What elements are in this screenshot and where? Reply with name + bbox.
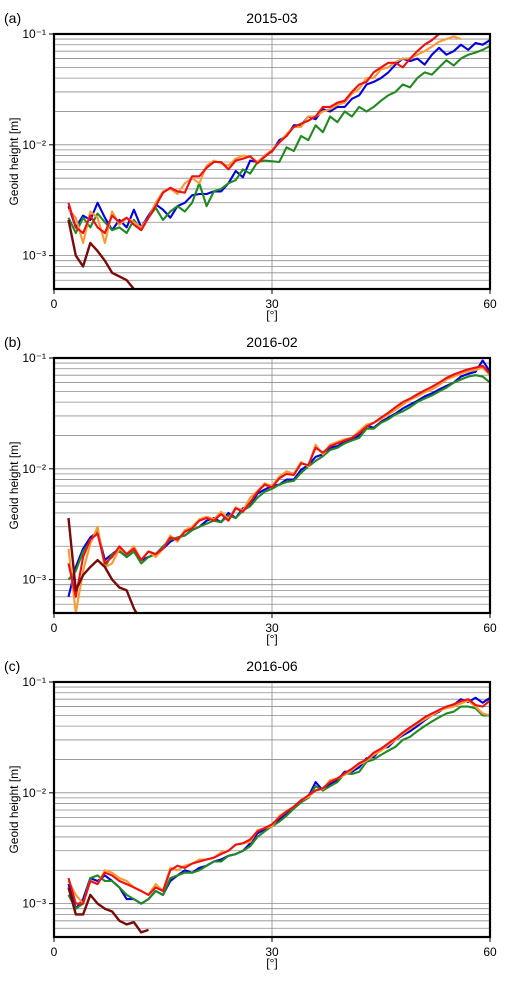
x-tick-label: 0	[51, 621, 58, 635]
y-tick-label: 10⁻³	[22, 249, 46, 263]
panel-a: 0 30 60 10⁻³ 10⁻² 10⁻¹ [°] Geoid height [m] 2015…	[4, 10, 497, 322]
x-tick-label: 30	[265, 945, 279, 959]
y-tick-label: 10⁻¹	[22, 27, 46, 41]
panel-label: (a)	[4, 10, 21, 26]
plot-area	[67, 34, 490, 289]
y-tick-label: 10⁻¹	[22, 675, 46, 689]
y-tick-label: 10⁻²	[22, 138, 46, 152]
panel-label: (c)	[4, 658, 20, 674]
series-line	[67, 698, 490, 905]
x-tick-label: 30	[265, 621, 279, 635]
series-line	[67, 366, 490, 613]
y-tick-label: 10⁻¹	[22, 351, 46, 365]
x-tick-label: 0	[51, 945, 58, 959]
y-axis-label: Geoid height [m]	[7, 117, 21, 205]
panel-title: 2016-02	[246, 334, 298, 350]
y-tick-label: 10⁻³	[22, 573, 46, 587]
x-axis-label: [°]	[266, 308, 277, 322]
series-line	[67, 887, 149, 934]
plot-area	[67, 696, 490, 934]
x-tick-label: 30	[265, 297, 279, 311]
plot-area	[67, 359, 490, 613]
series-line	[67, 39, 490, 232]
x-axis-label: [°]	[266, 956, 277, 970]
series-line	[67, 374, 490, 581]
y-tick-label: 10⁻²	[22, 786, 46, 800]
x-axis-label: [°]	[266, 632, 277, 646]
x-tick-label: 60	[483, 297, 497, 311]
y-axis-label: Geoid height [m]	[7, 765, 21, 853]
x-tick-label: 60	[483, 621, 497, 635]
panel-c: 0 30 60 10⁻³ 10⁻² 10⁻¹ [°] Geoid height [m] 2016…	[4, 658, 497, 970]
series-line	[67, 219, 149, 289]
panel-title: 2016-06	[246, 658, 298, 674]
y-tick-label: 10⁻²	[22, 462, 46, 476]
series-line	[67, 699, 490, 905]
panel-title: 2015-03	[246, 10, 298, 26]
x-tick-label: 60	[483, 945, 497, 959]
x-tick-label: 0	[51, 297, 58, 311]
panel-b: 0 30 60 10⁻³ 10⁻² 10⁻¹ [°] Geoid height [m] 2016…	[4, 334, 497, 646]
panel-label: (b)	[4, 334, 21, 350]
series-line	[67, 34, 440, 235]
series-line	[67, 705, 490, 910]
y-tick-label: 10⁻³	[22, 897, 46, 911]
y-axis-label: Geoid height [m]	[7, 441, 21, 529]
series-line	[67, 517, 149, 613]
series-line	[67, 364, 490, 598]
